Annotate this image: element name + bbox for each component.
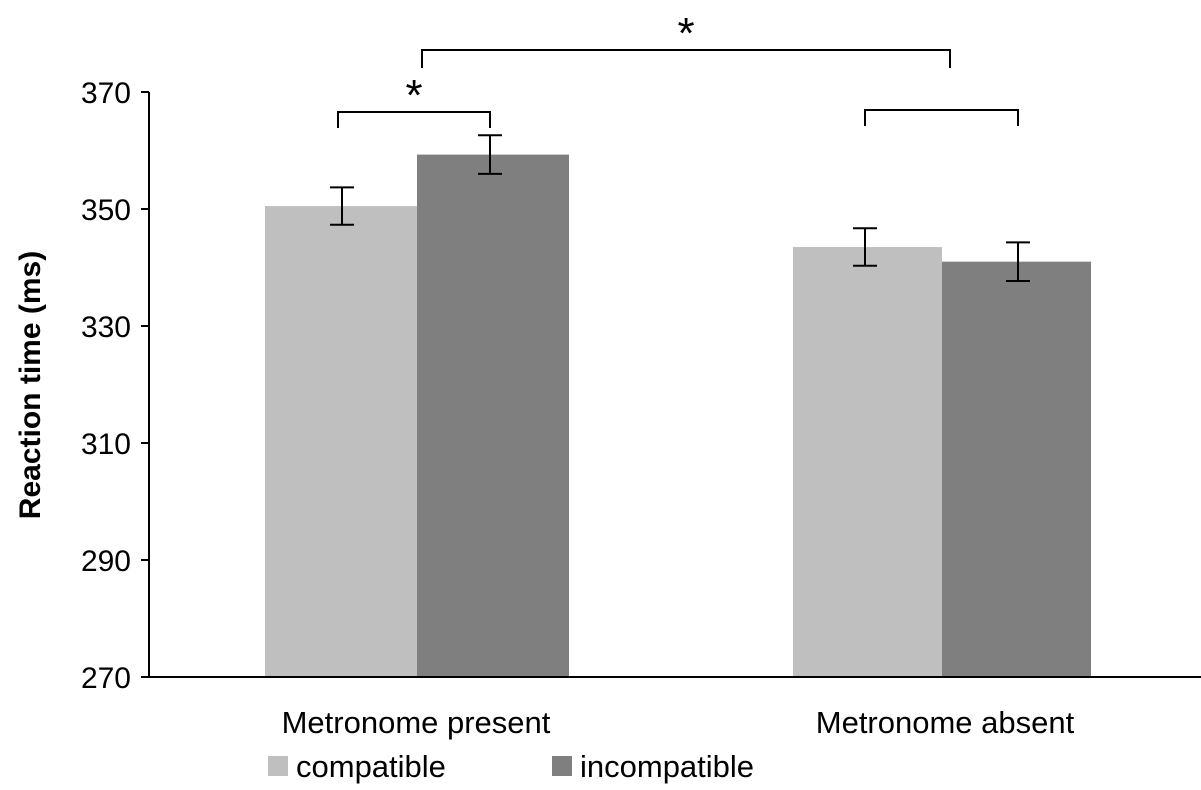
y-tick-label: 270 <box>81 662 131 695</box>
legend: compatible incompatible <box>268 749 754 784</box>
bar-compatible-absent <box>793 247 942 677</box>
error-bars-layer <box>330 134 1030 282</box>
error-bar-compatible-absent <box>853 227 877 267</box>
legend-item-compatible: compatible <box>268 749 446 784</box>
y-tick-label: 310 <box>81 428 131 461</box>
significance-layer: ** <box>337 9 1019 128</box>
bars-layer <box>265 154 1091 678</box>
bar-compatible-present <box>265 206 417 677</box>
significance-star: * <box>405 71 422 120</box>
significance-bracket-2: * <box>421 9 951 68</box>
y-tick-label: 330 <box>81 311 131 344</box>
category-label-0: Metronome present <box>282 705 551 740</box>
y-axis-label: Reaction time (ms) <box>14 251 47 519</box>
error-bar-incompatible-absent <box>1006 241 1030 282</box>
legend-swatch <box>552 756 572 776</box>
category-label-1: Metronome absent <box>816 705 1075 740</box>
legend-label: compatible <box>296 749 446 784</box>
bar-incompatible-absent <box>942 261 1091 677</box>
significance-star: * <box>677 9 694 58</box>
legend-label: incompatible <box>580 749 754 784</box>
bar-incompatible-present <box>417 154 569 678</box>
significance-bracket-0: * <box>337 71 491 128</box>
error-bar-incompatible-present <box>478 134 502 175</box>
legend-item-incompatible: incompatible <box>552 749 754 784</box>
legend-swatch <box>268 756 288 776</box>
axes-layer: 270 290 310 330 350 370 Metronome present Metro… <box>81 77 1201 740</box>
y-tick-label: 350 <box>81 194 131 227</box>
y-tick-label: 290 <box>81 545 131 578</box>
error-bar-compatible-present <box>330 186 354 226</box>
y-tick-label: 370 <box>81 77 131 110</box>
significance-bracket-1 <box>864 109 1019 126</box>
